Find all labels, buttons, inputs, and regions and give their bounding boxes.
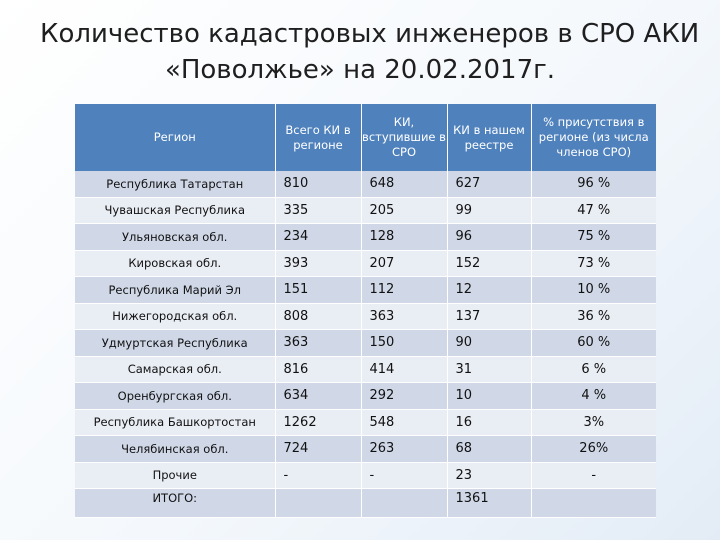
cell-joined: 112 — [361, 276, 448, 304]
cell-joined: 414 — [361, 356, 448, 383]
cell-registry: 137 — [447, 303, 532, 330]
cell-joined: 128 — [361, 223, 448, 251]
cell-percent: 6 % — [531, 356, 656, 383]
cell-joined: 363 — [361, 303, 448, 330]
cell-joined: 150 — [361, 329, 448, 357]
header-percent: % присутствия в регионе (из числа членов… — [531, 104, 656, 171]
cell-total: 634 — [275, 382, 362, 410]
cell-total: 724 — [275, 435, 362, 463]
table-row: Чувашская Республика 335 205 99 47 % — [75, 197, 656, 224]
slide-title-line-2: «Поволжье» на 20.02.2017г. — [164, 55, 556, 85]
cell-region: Челябинская обл. — [75, 435, 276, 463]
cell-joined: 292 — [361, 382, 448, 410]
cell-region: Удмуртская Республика — [75, 329, 276, 357]
table-row: Ульяновская обл. 234 128 96 75 % — [75, 223, 656, 251]
table-row: ИТОГО: 1361 — [75, 488, 656, 518]
cell-registry: 23 — [447, 462, 532, 489]
cell-percent: 47 % — [531, 197, 656, 224]
cell-percent — [531, 488, 656, 518]
table-body: Республика Татарстан 810 648 627 96 % Чувашск… — [75, 171, 656, 518]
cell-region: Самарская обл. — [75, 356, 276, 383]
cell-region: Чувашская Республика — [75, 197, 276, 224]
cell-percent: 60 % — [531, 329, 656, 357]
cell-total: 234 — [275, 223, 362, 251]
cell-total: 1262 — [275, 409, 362, 436]
table-row: Кировская обл. 393 207 152 73 % — [75, 250, 656, 277]
cell-region: Ульяновская обл. — [75, 223, 276, 251]
cell-total: - — [275, 462, 362, 489]
cell-registry: 96 — [447, 223, 532, 251]
header-joined: КИ, вступившие в СРО — [361, 104, 448, 171]
table-header-row: Регион Всего КИ в регионе КИ, вступившие… — [75, 104, 656, 171]
cell-total: 393 — [275, 250, 362, 277]
cell-registry: 12 — [447, 276, 532, 304]
cell-registry: 99 — [447, 197, 532, 224]
cell-registry: 1361 — [447, 488, 532, 518]
table-row: Республика Татарстан 810 648 627 96 % — [75, 171, 656, 198]
cell-registry: 31 — [447, 356, 532, 383]
cell-joined — [361, 488, 448, 518]
cell-total: 151 — [275, 276, 362, 304]
table-row: Нижегородская обл. 808 363 137 36 % — [75, 303, 656, 330]
cell-percent: 96 % — [531, 171, 656, 198]
table-row: Челябинская обл. 724 263 68 26% — [75, 435, 656, 463]
table-row: Удмуртская Республика 363 150 90 60 % — [75, 329, 656, 357]
cell-total: 335 — [275, 197, 362, 224]
cell-registry: 10 — [447, 382, 532, 410]
cell-percent: 4 % — [531, 382, 656, 410]
cell-joined: - — [361, 462, 448, 489]
header-region: Регион — [75, 104, 276, 171]
cell-region: Кировская обл. — [75, 250, 276, 277]
slide-title-line-1: Количество кадастровых инженеров в СРО А… — [40, 19, 700, 49]
cell-total: 816 — [275, 356, 362, 383]
table-row: Оренбургская обл. 634 292 10 4 % — [75, 382, 656, 410]
cell-total: 363 — [275, 329, 362, 357]
cell-percent: 26% — [531, 435, 656, 463]
cell-registry: 627 — [447, 171, 532, 198]
cell-registry: 90 — [447, 329, 532, 357]
table-row: Прочие - -23- — [75, 462, 656, 489]
cell-percent: - — [531, 462, 656, 489]
cell-percent: 73 % — [531, 250, 656, 277]
cell-region: Республика Башкортостан — [75, 409, 276, 436]
cell-region: Прочие — [75, 462, 276, 489]
cell-total — [275, 488, 362, 518]
cell-percent: 75 % — [531, 223, 656, 251]
cell-total: 808 — [275, 303, 362, 330]
cell-region: Республика Марий Эл — [75, 276, 276, 304]
table-row: Республика Башкортостан 1262 548 16 3% — [75, 409, 656, 436]
slide-title: Количество кадастровых инженеров в СРО А… — [40, 16, 700, 88]
table-row: Республика Марий Эл 151 112 12 10 % — [75, 276, 656, 304]
cell-percent: 10 % — [531, 276, 656, 304]
header-total: Всего КИ в регионе — [275, 104, 362, 171]
header-registry: КИ в нашем реестре — [447, 104, 532, 171]
cell-joined: 263 — [361, 435, 448, 463]
cell-joined: 207 — [361, 250, 448, 277]
cell-region: Республика Татарстан — [75, 171, 276, 198]
cell-region: ИТОГО: — [75, 488, 276, 518]
cell-percent: 3% — [531, 409, 656, 436]
cell-registry: 68 — [447, 435, 532, 463]
cell-registry: 16 — [447, 409, 532, 436]
table-row: Самарская обл. 816 414 31 6 % — [75, 356, 656, 383]
cell-percent: 36 % — [531, 303, 656, 330]
cell-region: Нижегородская обл. — [75, 303, 276, 330]
cell-region: Оренбургская обл. — [75, 382, 276, 410]
cell-total: 810 — [275, 171, 362, 198]
engineers-table: Регион Всего КИ в регионе КИ, вступившие… — [75, 104, 656, 518]
cell-joined: 548 — [361, 409, 448, 436]
cell-joined: 205 — [361, 197, 448, 224]
cell-registry: 152 — [447, 250, 532, 277]
cell-joined: 648 — [361, 171, 448, 198]
